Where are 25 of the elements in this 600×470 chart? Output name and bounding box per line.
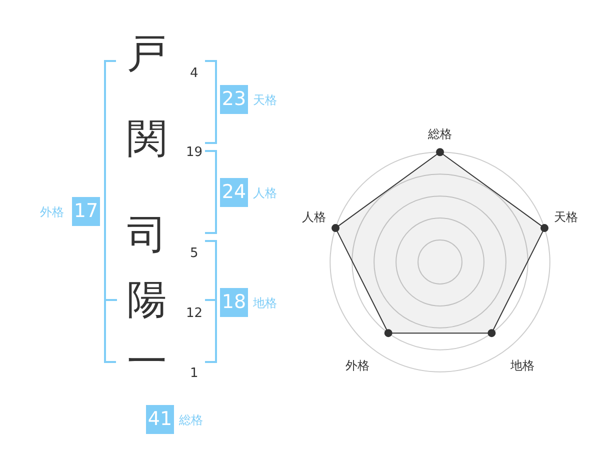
- category-label: 司: [126, 212, 168, 258]
- spoke-label: 地格: [509, 358, 534, 372]
- data-label: 1: [190, 366, 198, 382]
- category-label: 一: [126, 339, 168, 385]
- text: 天格: [253, 92, 277, 108]
- spoke-label: 外格: [346, 358, 370, 372]
- text: 23: [220, 85, 248, 114]
- data-label: 4: [190, 66, 198, 82]
- text: 外格: [40, 204, 64, 220]
- category-label: 戸: [126, 31, 168, 77]
- data-label: 12: [186, 306, 203, 322]
- spoke-label: 人格: [302, 210, 326, 224]
- text: 総格: [179, 412, 203, 428]
- data-label: 19: [186, 145, 203, 161]
- text: 24: [220, 178, 248, 207]
- data-label: 5: [190, 246, 198, 262]
- text: 41: [146, 405, 174, 434]
- text: 17: [72, 197, 100, 226]
- text: 地格: [253, 295, 277, 311]
- spoke-label: 天格: [554, 210, 578, 224]
- category-label: 関: [126, 116, 168, 162]
- text: 人格: [253, 185, 277, 201]
- text: 18: [220, 288, 248, 317]
- spoke-label: 総格: [427, 127, 452, 142]
- category-label: 陽: [126, 277, 168, 323]
